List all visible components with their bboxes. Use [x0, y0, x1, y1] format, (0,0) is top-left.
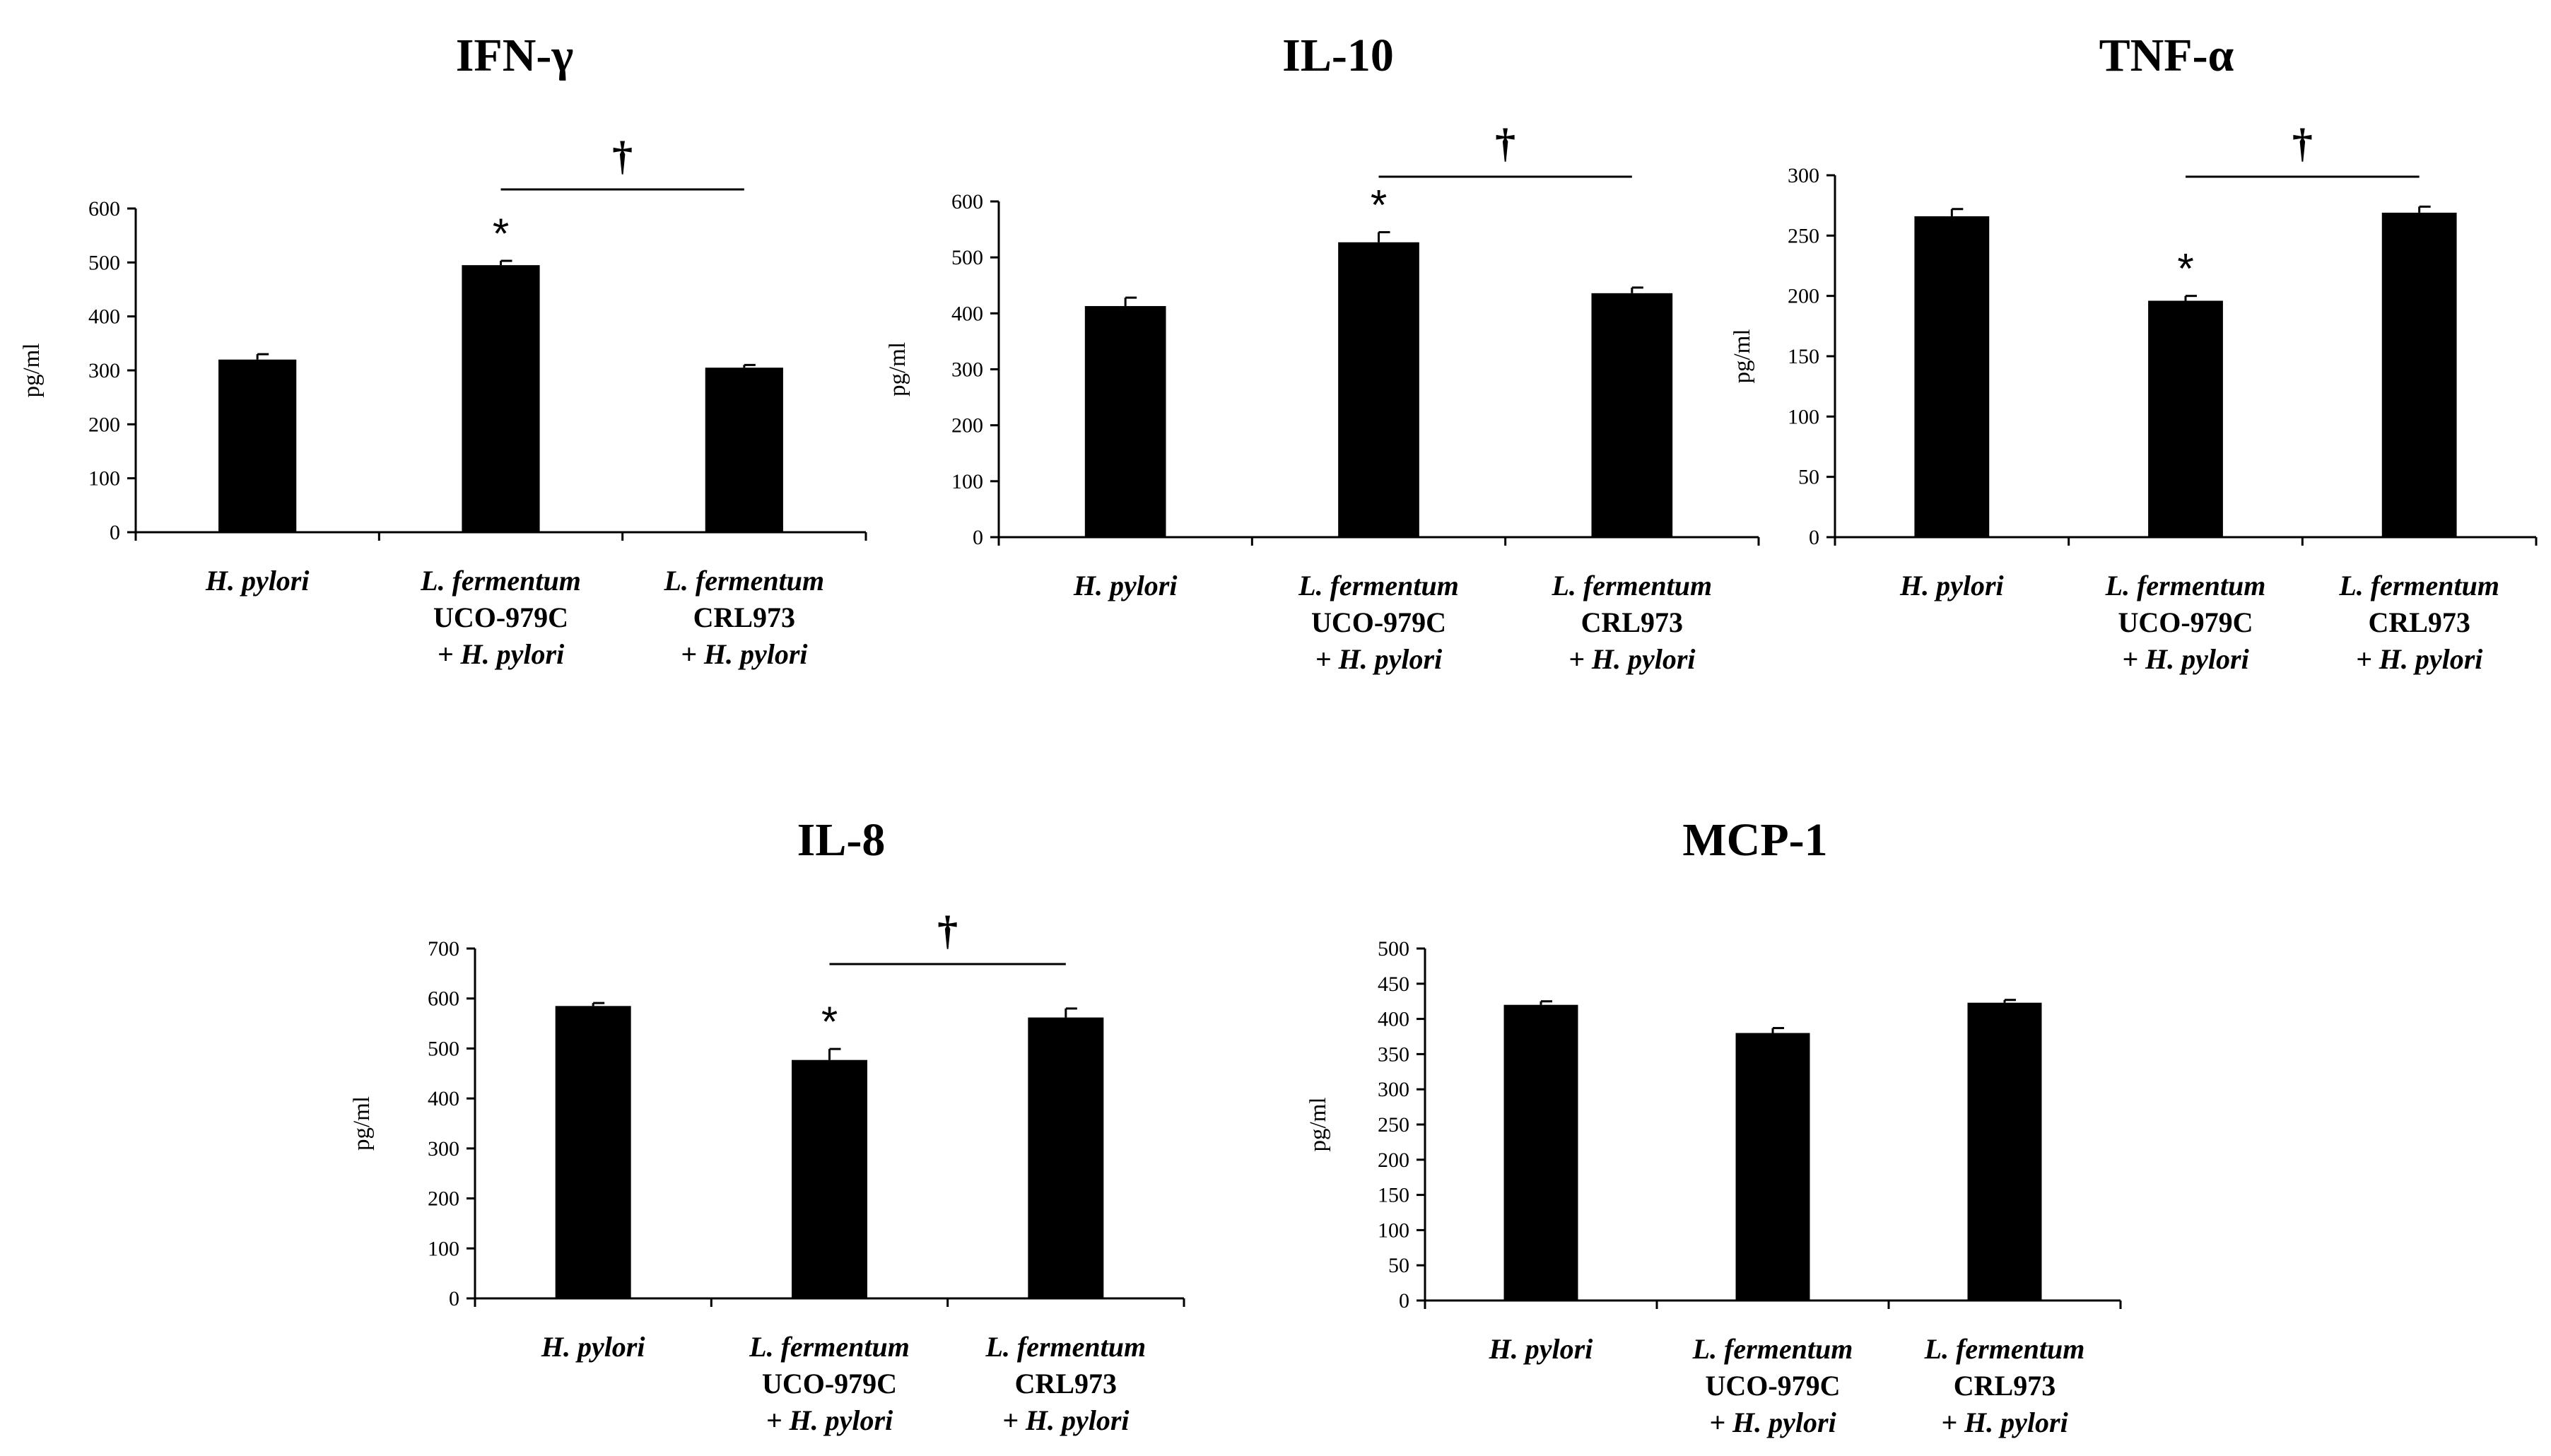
y-tick-label: 600	[951, 190, 983, 213]
category-label: L. fermentum CRL973 + H. pylori	[1551, 570, 1712, 675]
chart-panel-1: IFN-γ 0 100 200 300 400 500 600 pg/ml H. pylori * L…	[19, 30, 867, 670]
bar-3	[2381, 212, 2457, 537]
y-tick-label: 250	[1788, 224, 1819, 247]
y-tick-label: 150	[1788, 345, 1819, 368]
category-label: H. pylori	[1073, 570, 1178, 601]
category-label: L. fermentum CRL973 + H. pylori	[985, 1331, 1146, 1436]
y-tick-label: 100	[1378, 1219, 1409, 1242]
category-label: L. fermentum UCO-979C + H. pylori	[1298, 570, 1459, 675]
significance-star: *	[2177, 245, 2193, 293]
significance-dagger: †	[1495, 120, 1515, 166]
y-tick-label: 400	[951, 302, 983, 325]
y-tick-label: 300	[1378, 1078, 1409, 1101]
category-label: L. fermentum UCO-979C + H. pylori	[420, 565, 581, 670]
y-tick-label: 400	[428, 1087, 459, 1110]
bar-2	[1735, 1033, 1810, 1301]
category-label: H. pylori	[205, 565, 310, 597]
y-tick-label: 500	[428, 1037, 459, 1060]
chart-title: IL-8	[797, 814, 886, 866]
bar-1	[218, 359, 297, 532]
bar-1	[1914, 216, 1990, 537]
y-tick-label: 100	[428, 1237, 459, 1260]
y-tick-label: 0	[449, 1287, 459, 1310]
y-tick-label: 500	[1378, 937, 1409, 961]
y-tick-label: 0	[1809, 526, 1819, 549]
bar-2	[2148, 300, 2223, 537]
category-label: L. fermentum UCO-979C + H. pylori	[749, 1331, 910, 1436]
significance-star: *	[493, 210, 509, 257]
bar-1	[1084, 306, 1166, 537]
y-tick-label: 350	[1378, 1043, 1409, 1066]
bar-2	[792, 1059, 867, 1298]
y-tick-label: 100	[88, 467, 120, 491]
y-tick-label: 300	[951, 358, 983, 382]
category-label: L. fermentum CRL973 + H. pylori	[1924, 1333, 2085, 1438]
y-tick-label: 300	[428, 1137, 459, 1161]
y-tick-label: 500	[951, 246, 983, 269]
y-tick-label: 400	[1378, 1008, 1409, 1031]
y-tick-label: 50	[1798, 466, 1819, 489]
bar-3	[1028, 1017, 1104, 1298]
y-tick-label: 200	[951, 414, 983, 438]
y-tick-label: 400	[88, 305, 120, 329]
y-tick-label: 0	[110, 521, 120, 544]
significance-dagger: †	[612, 133, 633, 179]
bar-1	[555, 1006, 631, 1298]
y-tick-label: 50	[1388, 1254, 1409, 1277]
y-tick-label: 0	[1399, 1289, 1409, 1313]
y-tick-label: 450	[1378, 973, 1409, 996]
y-tick-label: 600	[428, 987, 459, 1011]
significance-star: *	[821, 998, 838, 1045]
chart-title: MCP-1	[1682, 814, 1827, 866]
bar-2	[462, 265, 540, 532]
y-tick-label: 250	[1378, 1113, 1409, 1137]
chart-panel-2: IL-10 0 100 200 300 400 500 600 pg/ml H. pylori * L…	[885, 30, 1760, 675]
chart-panel-5: MCP-1 0 50 100 150 200 250 300 350 400 450 500 pg/ml…	[1306, 814, 2122, 1438]
y-tick-label: 600	[88, 197, 120, 221]
chart-title: TNF-α	[2099, 30, 2234, 81]
significance-dagger: †	[2292, 120, 2313, 166]
category-label: L. fermentum UCO-979C + H. pylori	[1692, 1333, 1853, 1438]
chart-panel-3: TNF-α 0 50 100 150 200 250 300 pg/ml H. pylori * L.…	[1730, 30, 2538, 675]
y-tick-label: 700	[428, 937, 459, 961]
y-axis-label: pg/ml	[885, 342, 910, 397]
significance-dagger: †	[937, 908, 958, 953]
category-label: L. fermentum CRL973 + H. pylori	[663, 565, 824, 670]
y-tick-label: 500	[88, 251, 120, 274]
y-tick-label: 100	[951, 470, 983, 493]
y-tick-label: 200	[428, 1187, 459, 1211]
bar-3	[1967, 1002, 2042, 1301]
y-tick-label: 100	[1788, 405, 1819, 428]
chart-panel-4: IL-8 0 100 200 300 400 500 600 700 pg/ml H. pylori…	[349, 814, 1185, 1436]
bar-3	[1591, 293, 1673, 537]
chart-title: IFN-γ	[456, 30, 574, 81]
y-tick-label: 300	[88, 359, 120, 382]
y-axis-label: pg/ml	[349, 1096, 375, 1151]
y-tick-label: 200	[88, 413, 120, 436]
chart-title: IL-10	[1282, 30, 1394, 81]
bar-1	[1503, 1004, 1578, 1301]
y-axis-label: pg/ml	[1730, 329, 1755, 383]
y-axis-label: pg/ml	[1306, 1097, 1331, 1151]
category-label: L. fermentum CRL973 + H. pylori	[2338, 570, 2499, 675]
y-tick-label: 0	[973, 526, 983, 549]
bar-3	[705, 368, 783, 532]
category-label: L. fermentum UCO-979C + H. pylori	[2105, 570, 2266, 675]
y-tick-label: 200	[1788, 285, 1819, 308]
category-label: H. pylori	[541, 1331, 645, 1363]
bar-2	[1338, 242, 1419, 537]
y-tick-label: 150	[1378, 1184, 1409, 1207]
category-label: H. pylori	[1489, 1333, 1593, 1365]
y-tick-label: 300	[1788, 164, 1819, 187]
y-tick-label: 200	[1378, 1149, 1409, 1172]
y-axis-label: pg/ml	[19, 343, 45, 397]
category-label: H. pylori	[1899, 570, 2004, 601]
significance-star: *	[1371, 182, 1387, 229]
